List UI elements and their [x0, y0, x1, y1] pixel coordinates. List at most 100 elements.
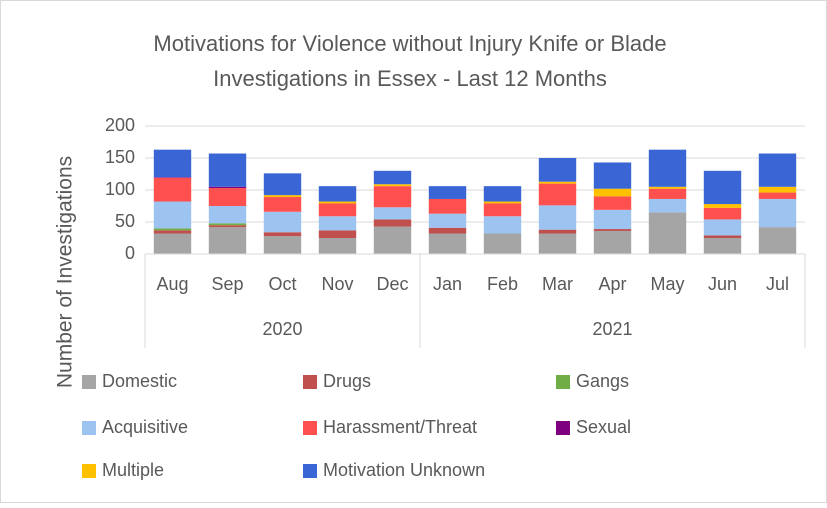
- bar-segment: [263, 197, 302, 212]
- bar-segment: [648, 212, 687, 254]
- bar-segment: [153, 228, 192, 231]
- bar-segment: [428, 227, 467, 234]
- bar-segment: [648, 188, 687, 199]
- bar-segment: [538, 181, 577, 184]
- y-tick-label: 200: [105, 115, 135, 135]
- y-tick-label: 150: [105, 147, 135, 167]
- group-label: 2020: [262, 319, 302, 339]
- y-tick-label: 100: [105, 179, 135, 199]
- bar-segment: [428, 213, 467, 228]
- bar-segment: [483, 186, 522, 202]
- bar-segment: [208, 206, 247, 224]
- bar-segment: [538, 183, 577, 206]
- bar-segment: [593, 196, 632, 210]
- bar-segment: [538, 205, 577, 230]
- bar-segment: [428, 186, 467, 199]
- bar-segment: [263, 236, 302, 254]
- x-tick-label: Jan: [433, 274, 462, 294]
- bar-segment: [263, 195, 302, 198]
- bar-segment: [758, 153, 797, 187]
- group-label: 2021: [592, 319, 632, 339]
- legend-swatch: [303, 421, 317, 435]
- bar-segment: [428, 233, 467, 254]
- bar-segment: [483, 203, 522, 217]
- bar-segment: [373, 184, 412, 187]
- bar-segment: [758, 227, 797, 254]
- bar-segment: [538, 229, 577, 234]
- bar-segment: [648, 198, 687, 213]
- legend-label: Harassment/Threat: [323, 417, 477, 437]
- bar-segment: [208, 225, 247, 228]
- bar-segment: [593, 162, 632, 189]
- bar-segment: [208, 227, 247, 254]
- bar-segment: [153, 177, 192, 202]
- bar-segment: [208, 223, 247, 226]
- bar-segment: [703, 207, 742, 220]
- bar-segment: [373, 170, 412, 185]
- x-tick-label: Jul: [766, 274, 789, 294]
- bar-segment: [318, 216, 357, 231]
- bar-segment: [318, 238, 357, 254]
- x-tick-label: Nov: [321, 274, 353, 294]
- y-tick-label: 0: [125, 243, 135, 263]
- x-tick-label: May: [650, 274, 684, 294]
- x-tick-label: Aug: [156, 274, 188, 294]
- legend-label: Acquisitive: [102, 417, 188, 437]
- x-tick-label: Apr: [598, 274, 626, 294]
- chart-title: Motivations for Violence without Injury …: [153, 31, 666, 56]
- bar-segment: [208, 186, 247, 189]
- y-axis-label: Number of Investigations: [54, 156, 77, 388]
- x-tick-label: Sep: [211, 274, 243, 294]
- bar-segment: [593, 188, 632, 197]
- x-tick-label: Dec: [376, 274, 408, 294]
- legend-label: Sexual: [576, 417, 631, 437]
- bar-segment: [703, 170, 742, 205]
- bar-segment: [318, 186, 357, 202]
- legend-label: Multiple: [102, 460, 164, 480]
- bar-segment: [703, 204, 742, 208]
- bar-segment: [648, 186, 687, 189]
- legend-label: Gangs: [576, 371, 629, 391]
- bar-segment: [373, 207, 412, 220]
- bar-segment: [758, 192, 797, 199]
- legend-swatch: [556, 375, 570, 389]
- bar-segment: [153, 230, 192, 234]
- bar-segment: [318, 230, 357, 238]
- legend-label: Motivation Unknown: [323, 460, 485, 480]
- bar-segment: [703, 235, 742, 238]
- bar-segment: [263, 232, 302, 237]
- bar-segment: [263, 173, 302, 196]
- legend-swatch: [556, 421, 570, 435]
- bar-segment: [153, 201, 192, 229]
- bar-segment: [538, 233, 577, 254]
- legend-label: Drugs: [323, 371, 371, 391]
- bar-segment: [263, 211, 302, 233]
- bar-segment: [648, 149, 687, 187]
- legend-swatch: [303, 375, 317, 389]
- bar-segment: [483, 216, 522, 234]
- bar-segment: [428, 198, 467, 214]
- bar-segment: [153, 177, 192, 178]
- bar-segment: [593, 209, 632, 230]
- legend-swatch: [82, 464, 96, 478]
- bar-segment: [153, 233, 192, 254]
- bar-segment: [703, 219, 742, 236]
- x-tick-label: Feb: [487, 274, 518, 294]
- legend-swatch: [82, 375, 96, 389]
- bar-segment: [318, 201, 357, 204]
- bar-segment: [373, 226, 412, 254]
- bar-segment: [703, 238, 742, 254]
- bar-segment: [153, 149, 192, 178]
- bar-segment: [208, 188, 247, 206]
- bar-segment: [593, 229, 632, 231]
- chart-title: Investigations in Essex - Last 12 Months: [213, 66, 607, 91]
- bar-segment: [373, 219, 412, 227]
- bar-segment: [373, 186, 412, 208]
- bar-segment: [483, 201, 522, 204]
- legend-label: Domestic: [102, 371, 177, 391]
- bar-segment: [758, 198, 797, 228]
- x-tick-label: Oct: [268, 274, 296, 294]
- bar-segment: [538, 158, 577, 182]
